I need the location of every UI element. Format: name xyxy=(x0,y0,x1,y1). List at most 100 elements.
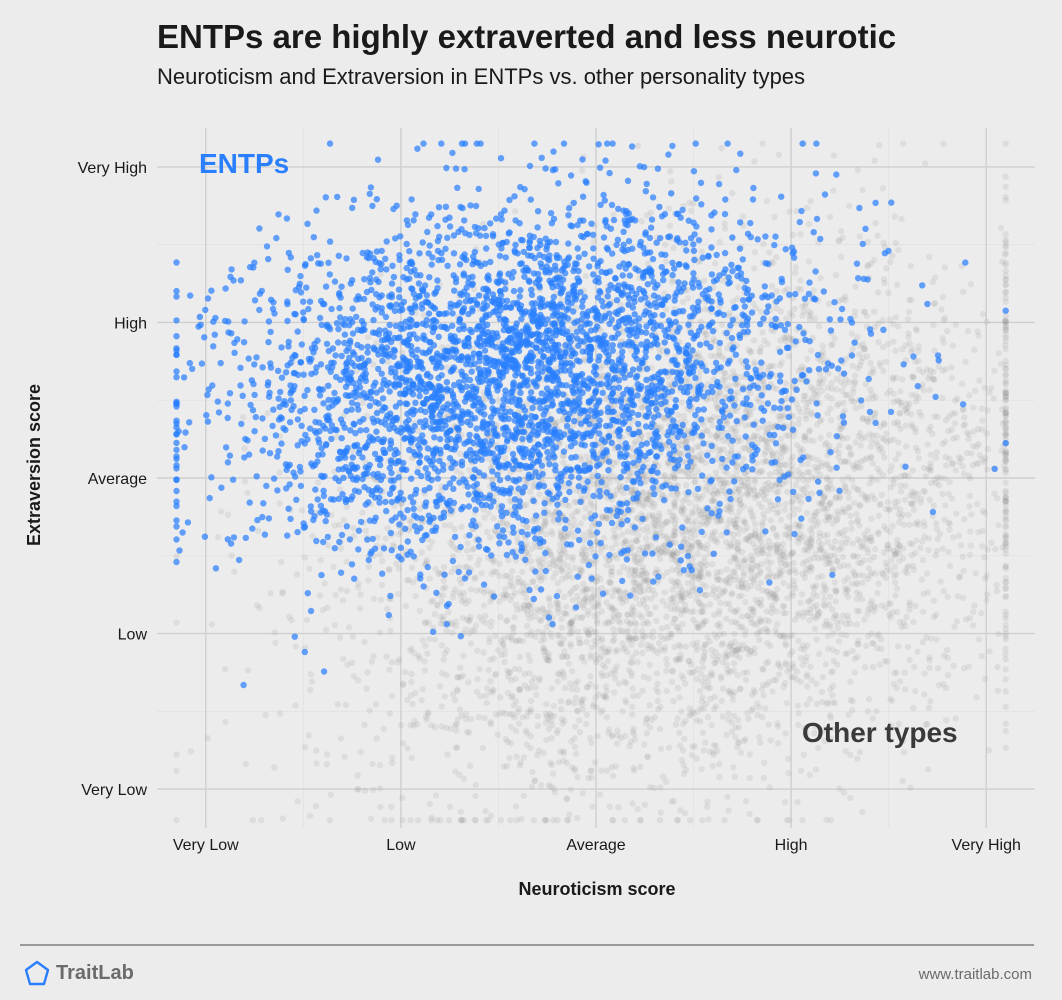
point-other-types xyxy=(653,670,660,677)
point-other-types xyxy=(869,639,876,647)
point-other-types xyxy=(997,360,1004,368)
point-other-types xyxy=(966,475,974,482)
point-other-types xyxy=(818,554,826,562)
point-other-types xyxy=(1002,410,1009,417)
point-other-types xyxy=(808,490,816,497)
point-other-types xyxy=(595,599,602,606)
point-other-types xyxy=(907,784,914,791)
point-other-types xyxy=(807,197,814,205)
point-other-types xyxy=(803,683,811,690)
point-other-types xyxy=(680,412,687,420)
point-other-types xyxy=(361,638,368,645)
point-other-types xyxy=(256,604,263,611)
point-other-types xyxy=(438,723,445,730)
point-other-types xyxy=(690,520,697,527)
point-other-types xyxy=(539,560,546,567)
point-other-types xyxy=(578,551,585,558)
point-other-types xyxy=(545,725,552,733)
point-other-types xyxy=(892,592,899,599)
point-other-types xyxy=(942,417,950,424)
point-other-types xyxy=(544,657,551,664)
point-other-types xyxy=(822,517,829,524)
point-other-types xyxy=(803,483,810,490)
point-other-types xyxy=(856,748,864,756)
point-other-types xyxy=(528,783,536,790)
point-other-types xyxy=(279,815,286,822)
point-other-types xyxy=(694,350,702,357)
point-other-types xyxy=(694,550,701,557)
point-other-types xyxy=(780,603,787,610)
point-other-types xyxy=(718,673,725,680)
point-other-types xyxy=(363,685,370,692)
point-other-types xyxy=(632,567,639,574)
point-other-types xyxy=(511,589,519,597)
point-other-types xyxy=(887,258,894,266)
point-other-types xyxy=(1002,479,1009,486)
point-other-types xyxy=(357,748,365,756)
point-other-types xyxy=(780,632,787,639)
point-other-types xyxy=(824,513,832,521)
point-other-types xyxy=(685,473,692,480)
point-other-types xyxy=(751,265,758,272)
point-other-types xyxy=(824,531,831,538)
point-other-types xyxy=(556,671,563,678)
point-other-types xyxy=(313,747,320,754)
point-other-types xyxy=(797,599,804,606)
point-other-types xyxy=(680,770,688,777)
point-other-types xyxy=(451,586,459,593)
point-other-types xyxy=(816,650,823,658)
point-other-types xyxy=(819,387,826,394)
point-other-types xyxy=(756,347,763,355)
point-other-types xyxy=(436,683,444,690)
point-other-types xyxy=(549,531,556,538)
point-other-types xyxy=(610,625,617,633)
point-other-types xyxy=(808,535,815,542)
point-other-types xyxy=(426,800,433,808)
point-other-types xyxy=(978,405,986,412)
point-other-types xyxy=(569,597,577,604)
point-other-types xyxy=(917,544,924,552)
point-other-types xyxy=(852,283,859,290)
point-other-types xyxy=(474,675,481,683)
point-other-types xyxy=(940,140,947,147)
point-other-types xyxy=(581,586,588,593)
point-other-types xyxy=(339,597,347,604)
point-other-types xyxy=(968,450,975,457)
point-other-types xyxy=(909,346,916,353)
point-other-types xyxy=(589,473,597,481)
point-other-types xyxy=(507,817,514,824)
point-other-types xyxy=(479,744,487,752)
point-other-types xyxy=(824,393,831,400)
point-other-types xyxy=(603,512,610,520)
point-other-types xyxy=(376,551,384,558)
point-other-types xyxy=(744,710,751,717)
point-other-types xyxy=(886,316,894,323)
point-other-types xyxy=(408,754,415,762)
point-other-types xyxy=(762,705,769,712)
point-other-types xyxy=(515,720,523,727)
point-other-types xyxy=(456,706,464,713)
point-other-types xyxy=(630,764,637,772)
point-other-types xyxy=(331,621,339,629)
point-other-types xyxy=(858,596,866,603)
point-other-types xyxy=(822,661,829,668)
point-other-types xyxy=(867,414,874,421)
point-other-types xyxy=(842,484,849,491)
point-other-types xyxy=(690,509,697,517)
point-other-types xyxy=(713,401,720,408)
point-other-types xyxy=(709,498,716,505)
point-other-types xyxy=(388,817,395,824)
point-other-types xyxy=(527,684,534,692)
point-other-types xyxy=(759,329,766,336)
point-other-types xyxy=(731,773,738,780)
point-other-types xyxy=(921,691,928,698)
point-other-types xyxy=(725,643,732,651)
point-other-types xyxy=(725,710,732,717)
point-other-types xyxy=(873,708,880,715)
point-other-types xyxy=(866,480,873,487)
point-other-types xyxy=(671,532,678,539)
point-other-types xyxy=(566,698,573,705)
point-other-types xyxy=(784,488,791,495)
point-other-types xyxy=(777,570,784,577)
point-other-types xyxy=(336,634,344,641)
